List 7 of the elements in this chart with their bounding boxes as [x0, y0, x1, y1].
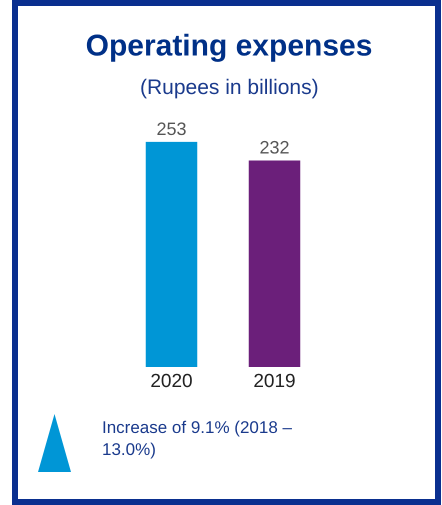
chart-title: Operating expenses [86, 30, 372, 62]
x-tick-label: 2020 [150, 371, 193, 392]
text: Increase of 9.1% (2018 – 13.0%) [102, 418, 292, 460]
chart-subtitle: (Rupees in billions) [140, 76, 319, 99]
data-label: 253 [156, 118, 187, 139]
data-label: 232 [259, 138, 290, 158]
x-tick-label: 2019 [253, 371, 296, 392]
